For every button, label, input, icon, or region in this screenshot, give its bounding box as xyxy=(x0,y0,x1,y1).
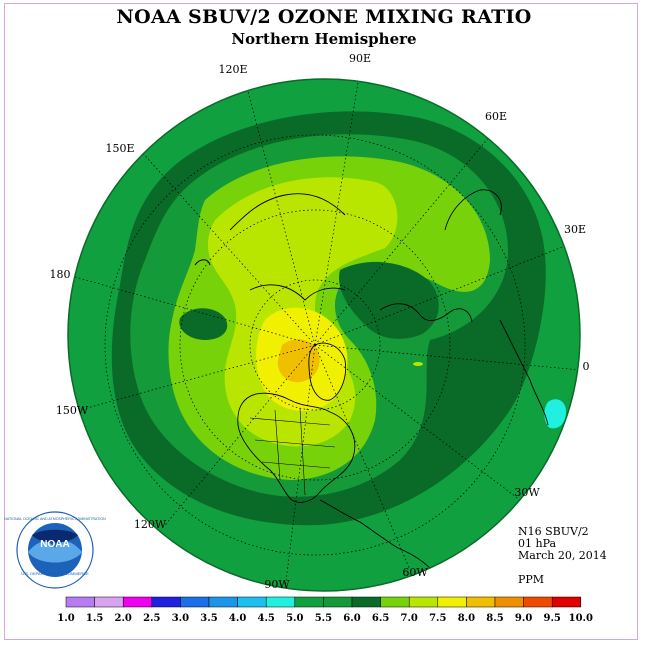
map-title: NOAA SBUV/2 OZONE MIXING RATIO xyxy=(116,6,532,28)
us-state-lines xyxy=(249,407,336,496)
colorbar-tick-label: 4.5 xyxy=(257,613,274,624)
figure-frame xyxy=(4,3,638,640)
noaa-logo-gull-icon xyxy=(32,529,78,543)
colorbar-swatch-9.0 xyxy=(523,596,553,608)
colorbar-tick-label: 1.5 xyxy=(86,613,103,624)
meridian-30w xyxy=(314,344,521,501)
colorbar-tick-label: 3.5 xyxy=(200,613,217,624)
lon-label-150e: 150E xyxy=(105,142,134,155)
meridian-60w xyxy=(314,344,411,571)
colorbar-tick-label: 7.5 xyxy=(429,613,446,624)
lon-label-180: 180 xyxy=(50,268,71,281)
lat-circle-30 xyxy=(104,134,526,556)
meridian-0 xyxy=(314,344,580,371)
colorbar-tick-label: 5.0 xyxy=(286,613,303,624)
colorbar-swatch-2.5 xyxy=(151,596,181,608)
colorbar-swatch-1.5 xyxy=(94,596,124,608)
ozone-field xyxy=(68,79,580,591)
colorbar-swatch-7.0 xyxy=(408,596,439,608)
colorbar-swatch-8.0 xyxy=(466,596,496,608)
lat-circle-70 xyxy=(249,279,381,411)
meridian-150w xyxy=(79,344,316,411)
colorbar-tick-label: 2.0 xyxy=(114,613,131,624)
meridian-180 xyxy=(68,274,316,346)
lon-label-90w: 90W xyxy=(264,578,290,591)
colorbar-tick-label: 4.0 xyxy=(229,613,246,624)
lon-label-0: 0 xyxy=(583,360,590,373)
low-region-europe xyxy=(339,261,439,339)
colorbar-tick-label: 5.5 xyxy=(315,613,332,624)
colorbar-swatch-2.0 xyxy=(122,596,153,608)
colorbar-swatch-6.5 xyxy=(380,596,410,608)
lon-label-150w: 150W xyxy=(56,404,89,417)
noaa-logo-ring-text-bottom: U.S. DEPARTMENT OF COMMERCE xyxy=(21,571,89,576)
colorbar-tick-label: 9.5 xyxy=(543,613,560,624)
lat-circle-50 xyxy=(179,209,451,481)
north-america-coast xyxy=(237,392,356,503)
colorbar-swatch-8.5 xyxy=(494,596,524,608)
lon-label-60w: 60W xyxy=(402,566,428,579)
colorbar-swatch-9.5 xyxy=(551,596,582,608)
arabia-coast xyxy=(444,189,502,231)
meridian-60e xyxy=(314,129,496,346)
japan-coast xyxy=(194,259,211,266)
colorbar-tick-label: 2.5 xyxy=(143,613,160,624)
colorbar-swatch-1.0 xyxy=(65,596,95,608)
info-units: PPM xyxy=(518,573,545,586)
colorbar-swatch-4.5 xyxy=(265,596,296,608)
graticule xyxy=(68,79,580,591)
colorbar-tick-label: 6.0 xyxy=(343,613,360,624)
colorbar-tick-label: 6.5 xyxy=(372,613,389,624)
meridian-90e xyxy=(314,79,361,346)
map-border xyxy=(67,78,581,592)
greenland-coast xyxy=(308,342,347,401)
lon-label-60e: 60E xyxy=(485,110,507,123)
colorbar-tick-label: 3.0 xyxy=(172,613,189,624)
info-instrument: N16 SBUV/2 xyxy=(518,525,589,538)
colorbar-swatch-5.0 xyxy=(294,596,324,608)
lon-label-30e: 30E xyxy=(564,223,586,236)
colorbar-swatch-6.0 xyxy=(351,596,381,608)
band-4.5-5.0 xyxy=(544,399,566,429)
colorbar-tick-label: 8.0 xyxy=(458,613,475,624)
siberia-coast xyxy=(249,284,346,301)
low-region-pacific xyxy=(179,308,228,340)
lon-label-120e: 120E xyxy=(218,63,247,76)
colorbar-swatch-4.0 xyxy=(237,596,267,608)
colorbar-tick-label: 1.0 xyxy=(57,613,74,624)
info-date: March 20, 2014 xyxy=(518,549,607,562)
colorbar-swatch-3.5 xyxy=(208,596,238,608)
meridian-120e xyxy=(244,79,316,346)
small-patch xyxy=(413,362,423,366)
colorbar-tick-label: 7.0 xyxy=(400,613,417,624)
noaa-logo-text: NOAA xyxy=(40,539,69,550)
europe-coast xyxy=(379,303,473,323)
coastlines xyxy=(194,189,549,581)
asia-east-coast xyxy=(229,193,346,231)
meridian-120w xyxy=(164,344,316,526)
colorbar: 1.0 1.5 2.0 2.5 3.0 3.5 4.0 4.5 5.0 5.5 6.0 6.5 7.0 7… xyxy=(57,596,593,624)
noaa-logo-ring-text-top: NATIONAL OCEANIC AND ATMOSPHERIC ADMINIS… xyxy=(4,517,106,521)
colorbar-swatch-3.0 xyxy=(180,596,210,608)
lon-label-120w: 120W xyxy=(134,518,167,531)
colorbar-tick-label: 8.5 xyxy=(486,613,503,624)
africa-coast xyxy=(499,319,549,426)
lon-label-90e: 90E xyxy=(349,52,371,65)
colorbar-tick-label: 10.0 xyxy=(569,613,593,624)
colorbar-tick-label: 9.0 xyxy=(515,613,532,624)
colorbar-swatch-5.5 xyxy=(323,596,353,608)
central-america-coast xyxy=(319,499,399,549)
meridian-90w xyxy=(284,344,316,591)
lon-label-30w: 30W xyxy=(514,486,540,499)
noaa-logo: NOAA U.S. DEPARTMENT OF COMMERCE NATIONA… xyxy=(4,511,106,589)
colorbar-swatch-7.5 xyxy=(437,596,467,608)
noaa-logo-bird-icon xyxy=(28,541,82,563)
map-subtitle: Northern Hemisphere xyxy=(231,30,417,48)
info-pressure: 01 hPa xyxy=(518,537,557,550)
